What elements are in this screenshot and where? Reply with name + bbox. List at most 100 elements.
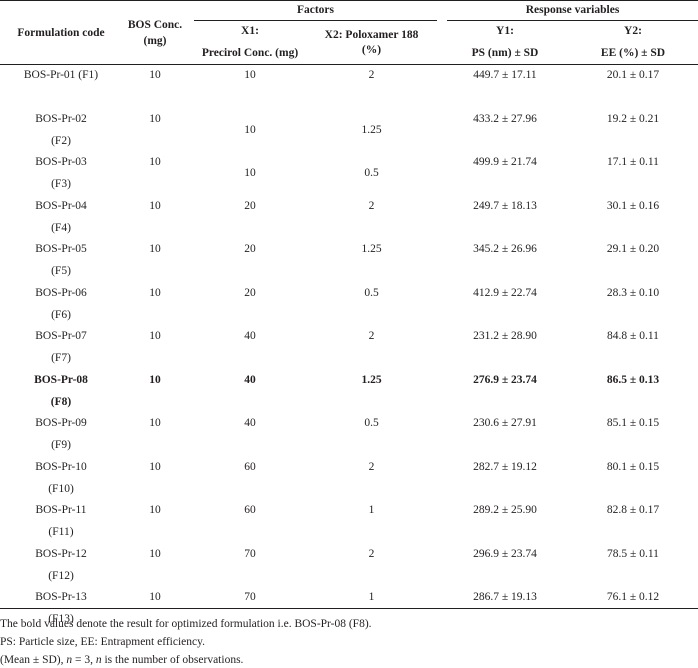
entrapment-efficiency-cell: 30.1 ± 0.16 xyxy=(606,199,660,212)
header-response-variables: Response variables xyxy=(525,4,620,16)
bos-conc-cell: 10 xyxy=(149,373,161,386)
formulation-label-cell: (F11) xyxy=(48,526,74,538)
entrapment-efficiency-cell: 29.1 ± 0.20 xyxy=(606,243,660,255)
bos-conc-cell: 10 xyxy=(149,547,161,560)
header-y2-line1: Y2: xyxy=(624,25,642,37)
header-bos-conc: BOS Conc. xyxy=(127,19,183,31)
bos-conc-cell: 10 xyxy=(149,330,161,342)
entrapment-efficiency-cell: 84.8 ± 0.11 xyxy=(607,330,659,342)
formulation-code-cell: BOS-Pr-13 xyxy=(35,591,87,603)
bos-conc-cell: 10 xyxy=(149,591,161,603)
entrapment-efficiency-cell: 17.1 ± 0.11 xyxy=(607,156,659,168)
precirol-conc-cell: 40 xyxy=(244,373,256,386)
particle-size-cell: 230.6 ± 27.91 xyxy=(473,417,537,429)
formulation-code-cell: BOS-Pr-11 xyxy=(35,504,87,516)
bos-conc-cell: 10 xyxy=(149,243,161,255)
footnote-mean-sd: (Mean ± SD), xyxy=(0,654,67,666)
footnote-abbreviations: PS: Particle size, EE: Entrapment effici… xyxy=(0,636,206,648)
particle-size-cell: 296.9 ± 23.74 xyxy=(473,547,537,560)
bos-conc-cell: 10 xyxy=(149,417,161,429)
bos-conc-cell: 10 xyxy=(149,156,161,168)
header-factors: Factors xyxy=(296,4,335,16)
formulation-label-cell: (F4) xyxy=(51,221,71,234)
formulation-label-cell: (F12) xyxy=(48,569,74,582)
footnote-bold-values: The bold values denote the result for op… xyxy=(0,618,372,630)
bos-conc-cell: 10 xyxy=(149,286,161,299)
formulation-code-cell: BOS-Pr-01 (F1) xyxy=(23,69,99,81)
header-x1-line2: Precirol Conc. (mg) xyxy=(201,47,299,59)
header-y1-line2: PS (nm) ± SD xyxy=(471,47,539,59)
entrapment-efficiency-cell: 28.3 ± 0.10 xyxy=(606,286,660,299)
formulation-code-cell: BOS-Pr-06 xyxy=(35,286,87,299)
precirol-conc-cell: 70 xyxy=(244,591,256,603)
particle-size-cell: 499.9 ± 21.74 xyxy=(473,156,537,168)
formulation-label-cell: (F13) xyxy=(48,613,74,625)
precirol-conc-cell: 10 xyxy=(244,123,256,136)
formulation-label-cell: (F5) xyxy=(51,265,71,277)
entrapment-efficiency-cell: 76.1 ± 0.12 xyxy=(606,591,660,603)
formulation-code-cell: BOS-Pr-10 xyxy=(35,460,87,473)
formulation-code-cell: BOS-Pr-03 xyxy=(35,156,87,168)
header-bos-unit: (mg) xyxy=(143,35,167,47)
table-bottom-rule xyxy=(0,608,698,609)
footnote-n-definition: is the number of observations. xyxy=(101,654,244,666)
formulation-label-cell: (F6) xyxy=(51,308,71,321)
poloxamer-cell: 2 xyxy=(368,69,375,81)
formulation-label-cell: (F3) xyxy=(51,178,71,190)
formulation-label-cell: (F2) xyxy=(51,134,71,147)
header-y1-line1: Y1: xyxy=(496,25,514,37)
poloxamer-cell: 1.25 xyxy=(361,243,382,255)
formulation-label-cell: (F9) xyxy=(51,439,71,451)
poloxamer-cell: 1.25 xyxy=(361,123,382,136)
particle-size-cell: 449.7 ± 17.11 xyxy=(473,69,537,81)
entrapment-efficiency-cell: 20.1 ± 0.17 xyxy=(606,69,660,81)
header-y2-line2: EE (%) ± SD xyxy=(600,47,666,59)
precirol-conc-cell: 10 xyxy=(244,167,256,179)
precirol-conc-cell: 70 xyxy=(244,547,256,560)
precirol-conc-cell: 60 xyxy=(244,460,256,473)
bos-conc-cell: 10 xyxy=(149,199,161,212)
formulation-label-cell: (F10) xyxy=(48,482,74,495)
footnote-observations: (Mean ± SD), n = 3, n is the number of o… xyxy=(0,654,243,666)
entrapment-efficiency-cell: 80.1 ± 0.15 xyxy=(606,460,660,473)
poloxamer-cell: 0.5 xyxy=(364,286,379,299)
poloxamer-cell: 2 xyxy=(368,460,375,473)
poloxamer-cell: 1 xyxy=(368,504,375,516)
formulation-code-cell: BOS-Pr-02 xyxy=(35,112,87,125)
particle-size-cell: 231.2 ± 28.90 xyxy=(473,330,537,342)
poloxamer-cell: 0.5 xyxy=(364,417,379,429)
particle-size-cell: 412.9 ± 22.74 xyxy=(473,286,537,299)
precirol-conc-cell: 20 xyxy=(244,243,256,255)
particle-size-cell: 286.7 ± 19.13 xyxy=(473,591,537,603)
precirol-conc-cell: 10 xyxy=(244,69,256,81)
precirol-conc-cell: 20 xyxy=(244,199,256,212)
poloxamer-cell: 2 xyxy=(368,547,375,560)
formulation-code-cell: BOS-Pr-07 xyxy=(35,330,87,342)
entrapment-efficiency-cell: 82.8 ± 0.17 xyxy=(606,504,660,516)
precirol-conc-cell: 60 xyxy=(244,504,256,516)
response-rule xyxy=(447,20,698,21)
entrapment-efficiency-cell: 86.5 ± 0.13 xyxy=(606,373,660,386)
particle-size-cell: 276.9 ± 23.74 xyxy=(473,373,537,386)
bos-conc-cell: 10 xyxy=(149,69,161,81)
poloxamer-cell: 2 xyxy=(368,199,375,212)
particle-size-cell: 345.2 ± 26.96 xyxy=(473,243,537,255)
formulation-code-cell: BOS-Pr-12 xyxy=(35,547,87,560)
poloxamer-cell: 1.25 xyxy=(361,373,382,386)
precirol-conc-cell: 40 xyxy=(244,330,256,342)
formulation-code-cell: BOS-Pr-05 xyxy=(35,243,87,255)
header-x1-line1: X1: xyxy=(241,25,259,37)
footnote-n-equals: = 3, xyxy=(72,654,96,666)
particle-size-cell: 249.7 ± 18.13 xyxy=(473,199,537,212)
top-rule xyxy=(0,0,698,1)
header-x2-line1: X2: Poloxamer 188 xyxy=(324,29,419,41)
formulation-label-cell: (F8) xyxy=(50,395,72,408)
header-x2-line2: (%) xyxy=(361,44,382,56)
precirol-conc-cell: 40 xyxy=(244,417,256,429)
poloxamer-cell: 1 xyxy=(368,591,375,603)
entrapment-efficiency-cell: 78.5 ± 0.11 xyxy=(607,547,659,560)
poloxamer-cell: 2 xyxy=(368,330,375,342)
factors-rule xyxy=(194,20,437,21)
poloxamer-cell: 0.5 xyxy=(364,167,379,179)
formulation-code-cell: BOS-Pr-08 xyxy=(34,373,88,386)
